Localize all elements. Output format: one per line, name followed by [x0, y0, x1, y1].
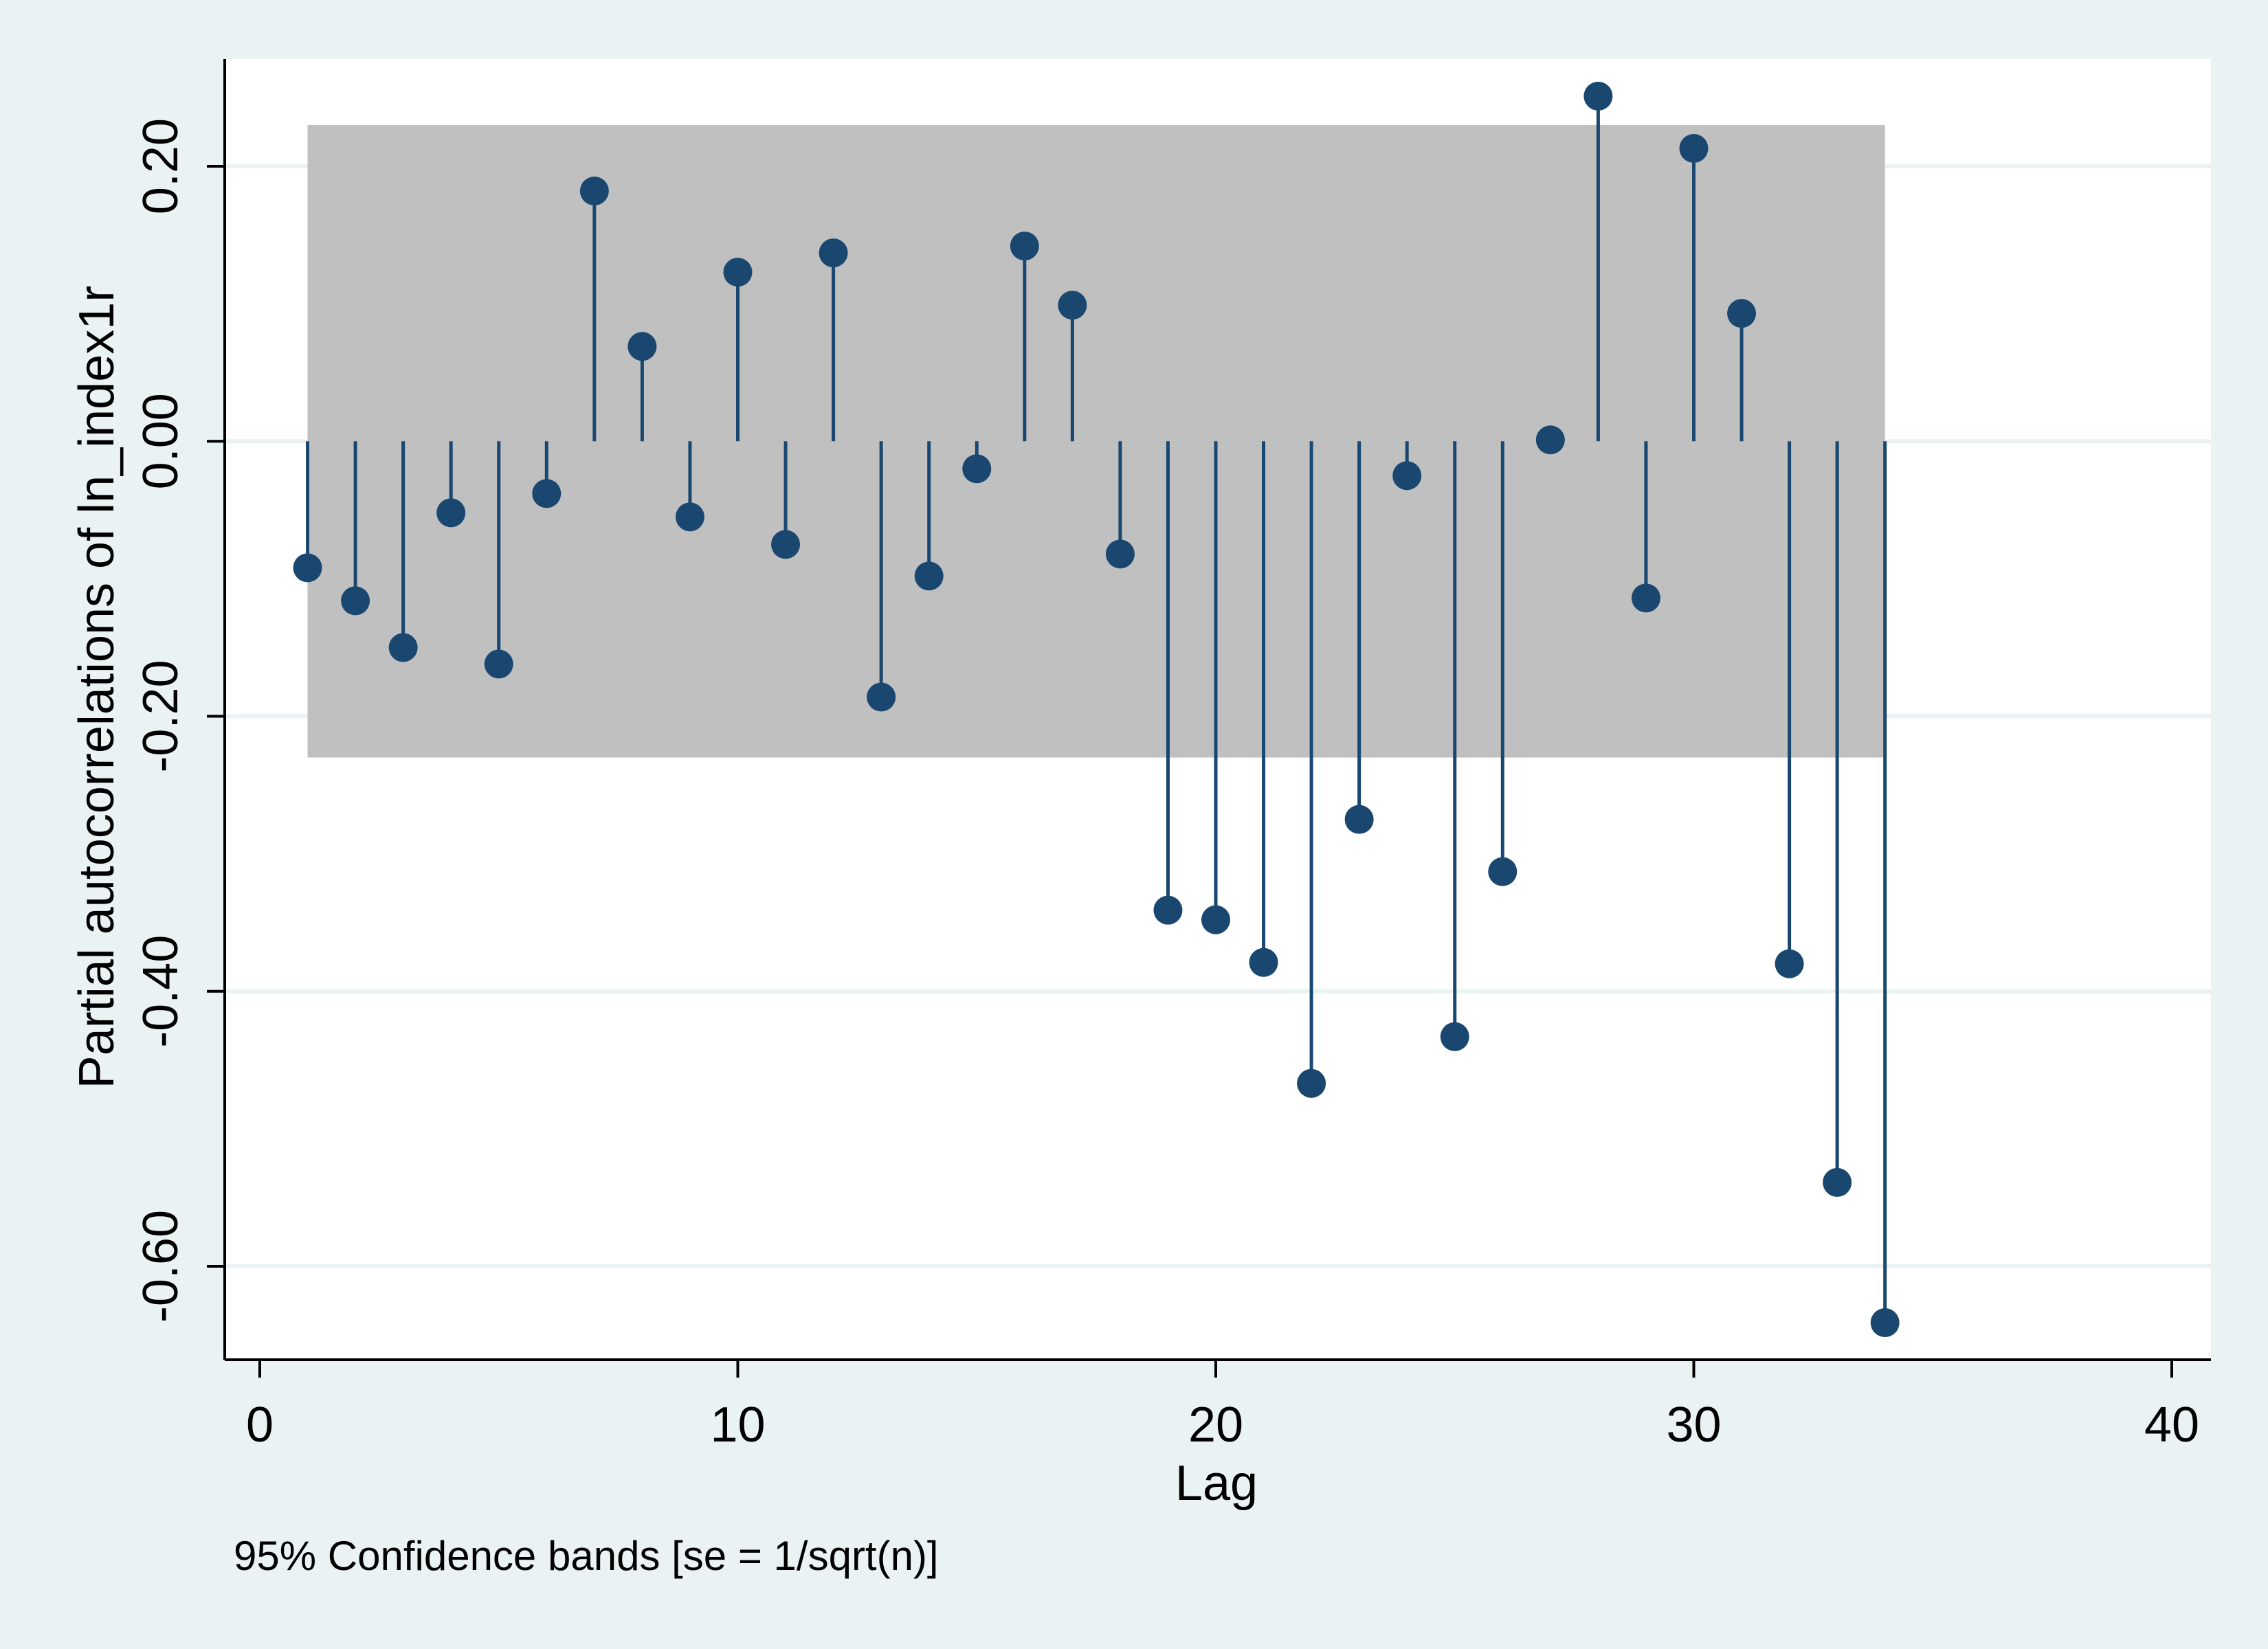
marker-lag-12: [819, 238, 848, 268]
y-tick-label-2: -0.20: [133, 660, 188, 772]
marker-lag-27: [1535, 425, 1565, 455]
marker-lag-5: [484, 649, 513, 679]
marker-lag-11: [771, 530, 801, 559]
marker-lag-20: [1201, 905, 1230, 934]
marker-lag-9: [675, 502, 704, 532]
marker-lag-34: [1870, 1308, 1900, 1338]
marker-lag-1: [293, 553, 322, 583]
y-axis-ticks: -0.60 -0.40 -0.20 0.00 0.20: [133, 118, 225, 1323]
marker-lag-7: [579, 177, 609, 206]
marker-lag-25: [1440, 1022, 1469, 1051]
x-tick-label-3: 30: [1666, 1398, 1721, 1452]
marker-lag-14: [914, 561, 944, 591]
x-tick-label-0: 0: [246, 1398, 274, 1452]
confidence-band-note: 95% Confidence bands [se = 1/sqrt(n)]: [234, 1533, 939, 1579]
stems: [306, 96, 1887, 1323]
marker-lag-31: [1727, 299, 1757, 328]
marker-lag-23: [1344, 805, 1374, 834]
marker-lag-30: [1679, 133, 1709, 163]
y-tick-label-0: -0.60: [133, 1210, 188, 1323]
marker-lag-3: [388, 633, 418, 662]
marker-lag-6: [532, 479, 562, 508]
markers: [293, 81, 1900, 1338]
y-tick-label-4: 0.20: [133, 118, 188, 214]
marker-lag-17: [1058, 291, 1087, 320]
marker-lag-8: [627, 332, 657, 361]
confidence-band: [307, 124, 1885, 758]
marker-lag-19: [1153, 895, 1183, 925]
marker-lag-29: [1631, 583, 1660, 613]
x-tick-label-2: 20: [1188, 1398, 1243, 1452]
marker-lag-21: [1249, 947, 1278, 977]
y-axis-label: Partial autocorrelations of ln_index1r: [69, 286, 124, 1089]
y-tick-label-3: 0.00: [133, 393, 188, 489]
marker-lag-32: [1775, 949, 1804, 978]
x-tick-label-1: 10: [710, 1398, 765, 1452]
x-axis-label: Lag: [1175, 1456, 1258, 1511]
marker-lag-2: [341, 586, 370, 616]
marker-lag-33: [1823, 1167, 1852, 1197]
marker-lag-13: [867, 682, 896, 712]
marker-lag-26: [1488, 857, 1517, 886]
marker-lag-18: [1105, 539, 1135, 569]
y-tick-label-1: -0.40: [133, 935, 188, 1048]
marker-lag-22: [1297, 1068, 1326, 1098]
marker-lag-16: [1010, 232, 1039, 261]
marker-lag-4: [436, 498, 466, 528]
marker-lag-15: [962, 454, 992, 484]
x-axis-ticks: 0 10 20 30 40: [246, 1360, 2199, 1452]
x-tick-label-4: 40: [2144, 1398, 2199, 1452]
marker-lag-10: [723, 258, 753, 287]
marker-lag-28: [1583, 81, 1613, 111]
marker-lag-24: [1392, 461, 1422, 491]
